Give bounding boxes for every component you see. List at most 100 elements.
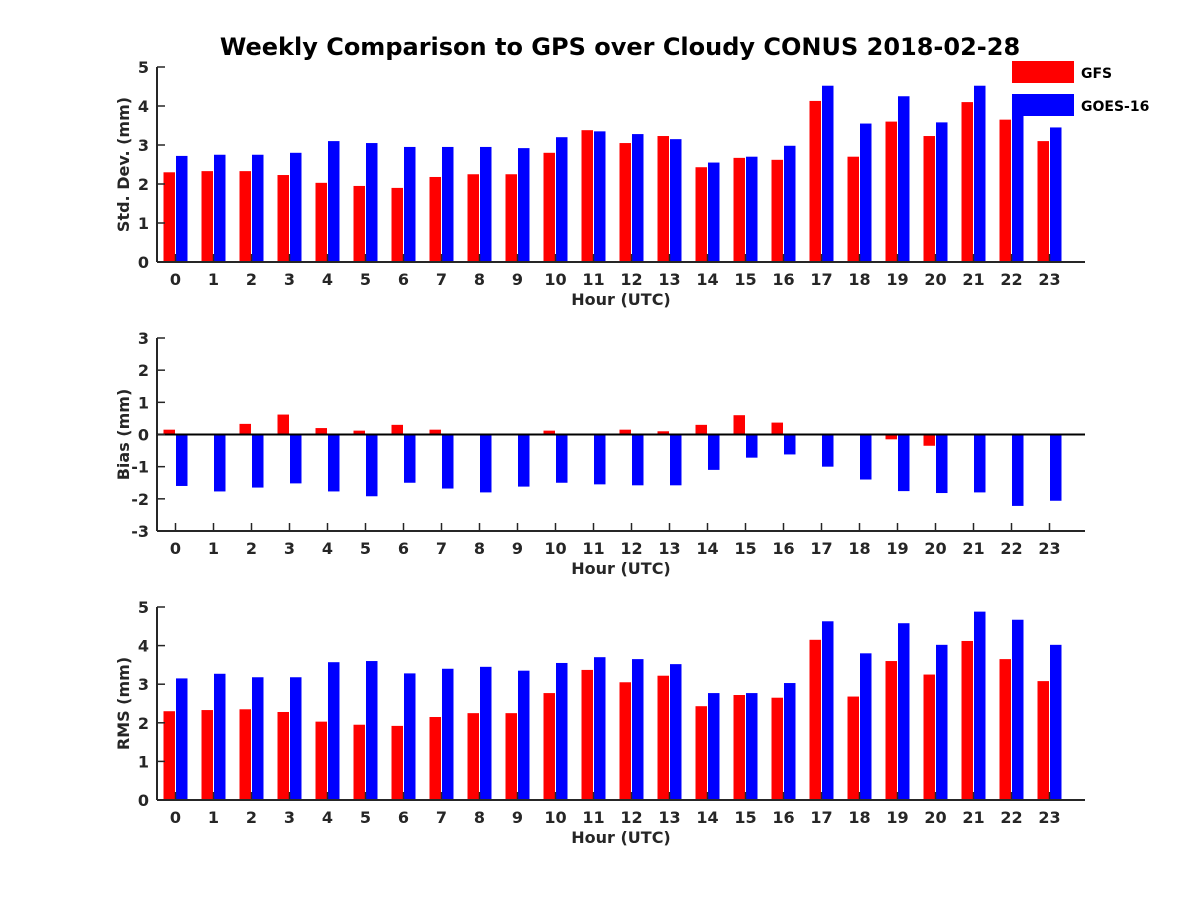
bar-gfs-hour-22 [999,659,1011,800]
y-tick-label: 1 [138,214,149,233]
x-tick-label: 16 [772,270,794,289]
bar-goes16-hour-4 [328,434,340,492]
x-tick-label: 4 [322,539,333,558]
y-tick-label: 3 [138,136,149,155]
bar-gfs-hour-13 [657,431,669,435]
bar-goes16-hour-17 [822,85,834,262]
x-tick-label: 8 [474,270,485,289]
x-tick-label: 12 [620,270,642,289]
x-tick-label: 19 [886,270,908,289]
x-tick-label: 11 [582,539,604,558]
bar-goes16-hour-9 [518,148,530,262]
bar-goes16-hour-17 [822,621,834,800]
x-tick-label: 23 [1038,808,1060,827]
bar-goes16-hour-14 [708,693,720,800]
y-axis-label: Bias (mm) [114,389,133,481]
bar-gfs-hour-10 [543,693,555,800]
bar-gfs-hour-18 [847,156,859,262]
x-tick-label: 16 [772,539,794,558]
x-tick-label: 17 [810,539,832,558]
x-tick-label: 22 [1000,270,1022,289]
x-tick-label: 1 [208,270,219,289]
x-tick-label: 21 [962,539,984,558]
y-tick-label: -2 [131,490,149,509]
y-tick-label: 5 [138,58,149,77]
bar-goes16-hour-11 [594,131,606,262]
bar-goes16-hour-12 [632,434,644,486]
bar-goes16-hour-5 [366,661,378,800]
y-tick-label: 3 [138,675,149,694]
bar-goes16-hour-0 [176,434,188,486]
bar-goes16-hour-10 [556,137,568,262]
x-tick-label: 7 [436,539,447,558]
x-tick-label: 22 [1000,808,1022,827]
x-tick-label: 3 [284,270,295,289]
bar-goes16-hour-2 [252,677,264,800]
x-tick-label: 4 [322,270,333,289]
bar-gfs-hour-19 [885,434,897,440]
x-tick-label: 5 [360,539,371,558]
y-tick-label: 3 [138,329,149,348]
x-tick-label: 10 [544,808,566,827]
bar-gfs-hour-13 [657,136,669,262]
bar-goes16-hour-0 [176,678,188,800]
bar-goes16-hour-12 [632,134,644,262]
bar-goes16-hour-10 [556,434,568,483]
x-tick-label: 13 [658,808,680,827]
bar-gfs-hour-4 [315,721,327,800]
bar-goes16-hour-1 [214,154,226,262]
bar-gfs-hour-3 [277,711,289,800]
bar-goes16-hour-21 [974,611,986,800]
y-tick-label: -3 [131,522,149,541]
bar-goes16-hour-4 [328,141,340,262]
x-axis-label: Hour (UTC) [571,828,671,847]
legend-label-goes16: GOES-16 [1081,99,1149,115]
x-tick-label: 8 [474,539,485,558]
bar-gfs-hour-7 [429,717,441,800]
bar-gfs-hour-7 [429,429,441,435]
x-tick-label: 7 [436,270,447,289]
bar-gfs-hour-2 [239,709,251,800]
x-tick-label: 13 [658,539,680,558]
bar-goes16-hour-18 [860,434,872,480]
x-tick-label: 14 [696,270,718,289]
bar-goes16-hour-22 [1012,102,1024,262]
bar-goes16-hour-15 [746,693,758,800]
bar-goes16-hour-9 [518,670,530,800]
bar-goes16-hour-0 [176,155,188,262]
bar-goes16-hour-12 [632,659,644,800]
bar-goes16-hour-14 [708,162,720,262]
x-tick-label: 21 [962,270,984,289]
x-tick-label: 15 [734,539,756,558]
bar-goes16-hour-2 [252,434,264,488]
bar-goes16-hour-19 [898,623,910,800]
bar-gfs-hour-11 [581,669,593,800]
bar-goes16-hour-13 [670,434,682,486]
bar-goes16-hour-3 [290,152,302,262]
x-tick-label: 12 [620,539,642,558]
bar-goes16-hour-15 [746,156,758,262]
x-tick-label: 17 [810,270,832,289]
bar-goes16-hour-18 [860,123,872,262]
bar-goes16-hour-10 [556,662,568,800]
bar-gfs-hour-6 [391,424,403,435]
bar-goes16-hour-6 [404,146,416,262]
bar-goes16-hour-8 [480,434,492,493]
bar-gfs-hour-3 [277,414,289,435]
x-tick-label: 9 [512,539,523,558]
bar-goes16-hour-8 [480,666,492,800]
x-tick-label: 20 [924,539,946,558]
bar-goes16-hour-20 [936,122,948,262]
bar-gfs-hour-1 [201,710,213,800]
bar-gfs-hour-19 [885,661,897,800]
bar-gfs-hour-11 [581,130,593,262]
bar-goes16-hour-18 [860,653,872,800]
bar-gfs-hour-18 [847,696,859,800]
y-tick-label: 4 [138,637,149,656]
bar-goes16-hour-7 [442,434,454,489]
x-tick-label: 0 [170,808,181,827]
x-tick-label: 15 [734,808,756,827]
